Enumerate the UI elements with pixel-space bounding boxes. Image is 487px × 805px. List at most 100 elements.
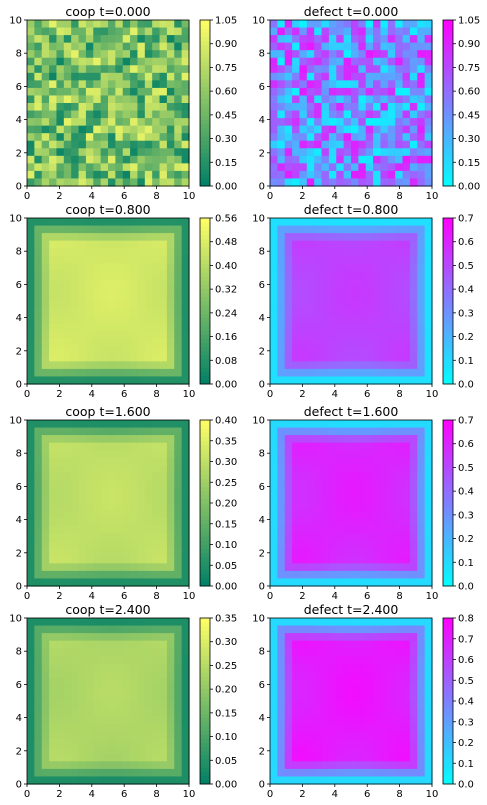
colorbar-tick-label: 0.00 [458,182,480,193]
heatmap-cell [63,495,72,504]
heatmap-cell [152,103,161,112]
heatmap-cell [41,663,50,672]
heatmap-cell [424,118,433,127]
heatmap-cell [306,746,315,755]
heatmap-cell [130,338,139,347]
heatmap-cell [166,708,175,717]
heatmap-cell [409,248,418,257]
heatmap-cell [130,316,139,325]
heatmap-cell [71,148,80,157]
heatmap-cell [395,20,404,29]
heatmap-cell [343,487,352,497]
heatmap-cell [417,278,426,287]
colorbar-tick-label: 0.1 [458,759,474,770]
heatmap-cell [34,738,43,747]
heatmap-cell [373,65,382,74]
colorbar-tick-label: 0.3 [458,717,474,728]
heatmap-cell [402,278,411,287]
heatmap-cell [409,155,418,164]
heatmap-cell [34,578,43,587]
heatmap-cell [417,50,426,59]
heatmap-cell [78,420,87,429]
heatmap-cell [34,420,43,429]
heatmap-cell [56,457,65,466]
heatmap-cell [314,618,323,627]
heatmap-cell [34,278,43,287]
heatmap-cell [63,103,72,112]
heatmap-cell [122,42,131,51]
heatmap-cell [49,110,58,119]
heatmap-cell [56,72,65,81]
heatmap-cell [130,255,139,264]
heatmap-cell [108,278,116,287]
heatmap-cell [277,678,286,687]
x-tick-label: 6 [364,191,370,202]
colorbar-segment [200,556,210,562]
heatmap-cell [336,361,345,370]
heatmap-cell [71,368,80,378]
heatmap-cell [93,42,102,51]
heatmap-cell [100,420,109,429]
heatmap-cell [130,293,139,302]
heatmap-cell [380,768,389,778]
heatmap-cell [321,655,330,664]
heatmap-cell [358,731,367,740]
heatmap-cell [49,768,58,778]
colorbar-segment [443,259,453,265]
heatmap-cell [358,72,367,81]
heatmap-cell [159,316,168,325]
heatmap-cell [417,670,426,679]
heatmap-cell [100,570,109,580]
heatmap-cell [137,495,146,504]
heatmap-cell [115,633,124,642]
heatmap-cell [137,140,146,149]
heatmap-cell [270,50,278,59]
colorbar-segment [200,581,210,587]
heatmap-cell [27,427,35,436]
heatmap-cell [365,255,374,264]
heatmap-cell [144,548,153,557]
heatmap-cell [122,285,131,295]
heatmap-cell [336,65,345,74]
heatmap-cell [34,768,43,778]
heatmap-cell [380,103,389,112]
heatmap-cell [306,716,315,725]
heatmap-cell [351,435,359,444]
heatmap-cell [93,301,102,310]
heatmap-cell [395,663,404,672]
heatmap-cell [365,103,374,112]
heatmap-cell [159,761,168,770]
heatmap-cell [358,663,367,672]
heatmap-cell [115,323,124,332]
colorbar-segment [200,432,210,438]
heatmap-cell [417,633,426,642]
heatmap-cell [166,20,175,29]
heatmap-cell [130,427,139,436]
heatmap-cell [63,685,72,695]
heatmap-cell [387,57,396,66]
heatmap-cell [424,746,433,755]
heatmap-cell [152,87,161,97]
colorbar-segment [200,478,210,483]
heatmap-cell [351,308,359,317]
heatmap-cell [152,20,161,29]
heatmap-cell [409,65,418,74]
colorbar-segment [200,503,210,508]
heatmap-cell [34,323,43,332]
heatmap-cell [56,495,65,504]
heatmap-cell [395,361,404,370]
heatmap-cell [365,323,374,332]
heatmap-cell [159,248,168,257]
heatmap-cell [130,633,139,642]
heatmap-cell [100,338,109,347]
heatmap-cell [63,548,72,557]
heatmap-cell [108,376,116,385]
heatmap-cell [380,155,389,164]
heatmap-cell [166,555,175,564]
heatmap-cell [159,480,168,489]
heatmap-cell [365,163,374,172]
heatmap-cell [34,72,43,81]
heatmap-cell [417,723,426,732]
heatmap-cell [284,270,293,279]
